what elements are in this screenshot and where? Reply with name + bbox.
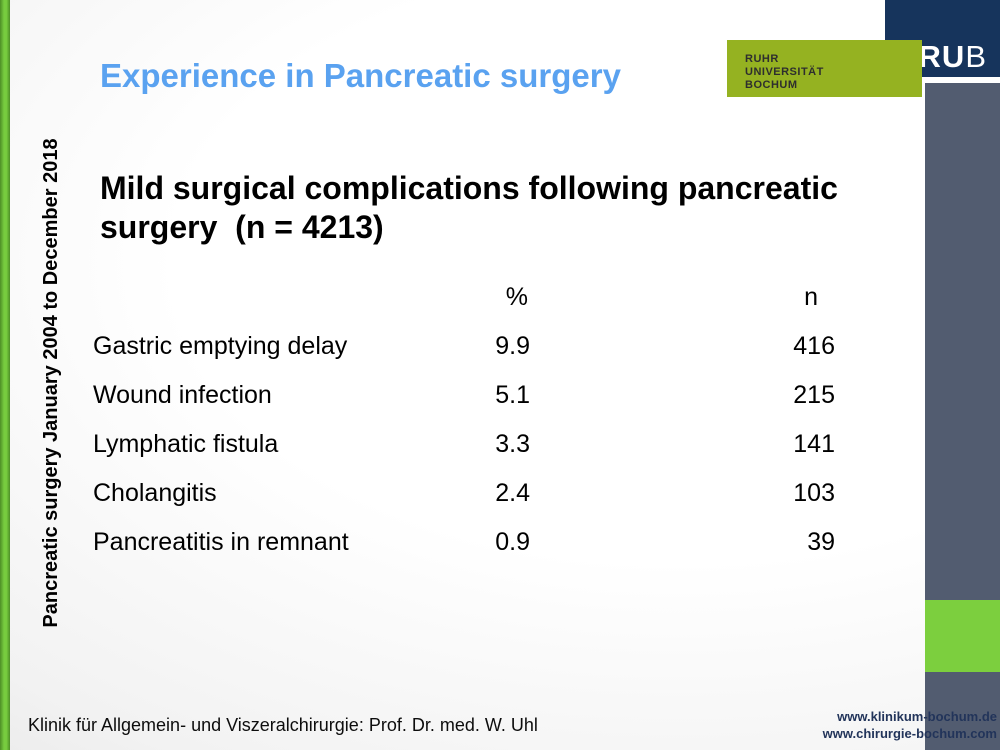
website-url: www.chirurgie-bochum.com (822, 725, 997, 741)
table-header-n: n (804, 283, 818, 311)
table-header-percent: % (505, 283, 528, 311)
slide-title: Experience in Pancreatic surgery (100, 57, 621, 94)
table-cell-label: Gastric emptying delay (93, 332, 348, 360)
rub-logo-text-light: B (965, 39, 987, 74)
table-cell-percent: 3.3 (495, 430, 530, 458)
university-name-line: UNIVERSITÄT (745, 66, 824, 78)
table-cell-n: 141 (793, 430, 835, 458)
table-cell-label: Wound infection (93, 381, 272, 409)
university-logo-box: RUHR UNIVERSITÄT BOCHUM (727, 40, 922, 97)
table-cell-percent: 5.1 (495, 381, 530, 409)
table-cell-n: 416 (793, 332, 835, 360)
left-accent-bar (0, 0, 10, 750)
right-accent-block (925, 600, 1000, 672)
complications-table: % n Gastric emptying delay 9.9 416 Wound… (93, 273, 835, 567)
table-cell-percent: 2.4 (495, 479, 530, 507)
table-cell-n: 215 (793, 381, 835, 409)
website-url: www.klinikum-bochum.de (837, 709, 997, 724)
table-cell-label: Lymphatic fistula (93, 430, 279, 458)
table-cell-label: Cholangitis (93, 479, 217, 507)
table-cell-percent: 0.9 (495, 528, 530, 556)
table-cell-n: 103 (793, 479, 835, 507)
content-heading-line2: surgery (n = 4213) (100, 209, 384, 245)
table-cell-label: Pancreatitis in remnant (93, 528, 349, 556)
footer-website-urls: www.klinikum-bochum.de www.chirurgie-boc… (823, 709, 997, 742)
table-cell-n: 39 (807, 528, 835, 556)
university-name-line: RUHR (745, 53, 779, 65)
footer-clinic-credit: Klinik für Allgemein- und Viszeralchirur… (28, 715, 538, 735)
vertical-subtitle: Pancreatic surgery January 2004 to Decem… (40, 138, 62, 628)
rub-logo-text-bold: RU (918, 39, 966, 74)
content-heading: Mild surgical complications following pa… (100, 169, 838, 247)
content-heading-line1: Mild surgical complications following pa… (100, 170, 838, 206)
table-cell-percent: 9.9 (495, 332, 530, 360)
university-name-line: BOCHUM (745, 79, 798, 91)
